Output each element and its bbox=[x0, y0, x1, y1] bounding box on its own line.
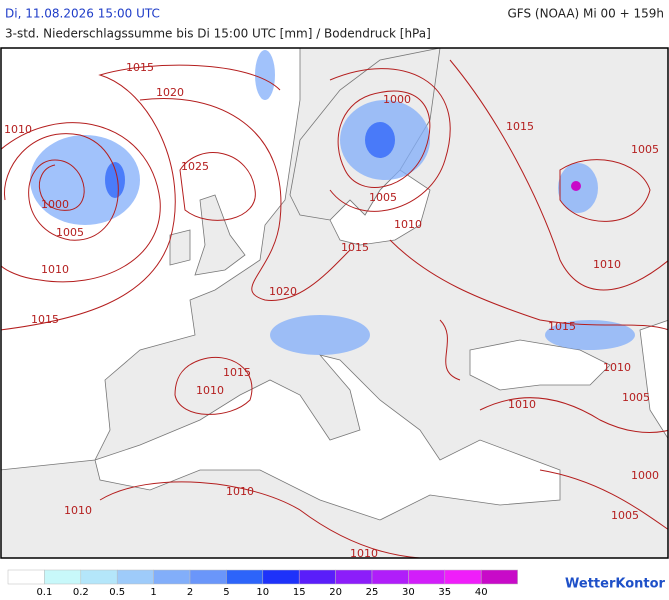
legend-swatch bbox=[444, 569, 482, 585]
ireland bbox=[169, 229, 191, 266]
legend-swatch bbox=[298, 569, 336, 585]
isobar-label: 1025 bbox=[181, 160, 209, 173]
isobar-label: 1015 bbox=[223, 366, 251, 379]
isobar bbox=[179, 152, 256, 221]
isobar-label: 1000 bbox=[383, 93, 411, 106]
map: 1015102010101025100010051010101510001015… bbox=[0, 47, 669, 560]
isobar-label: 1010 bbox=[41, 263, 69, 276]
legend-swatch bbox=[153, 569, 191, 585]
isobar-label: 1015 bbox=[126, 61, 154, 74]
isobar bbox=[479, 397, 668, 433]
subtitle: 3-std. Niederschlagssumme bis Di 15:00 U… bbox=[5, 27, 431, 41]
isobar-labels: 1015102010101025100010051010101510001015… bbox=[4, 61, 659, 560]
isobar-label: 1005 bbox=[631, 143, 659, 156]
legend-label: 25 bbox=[366, 587, 379, 598]
isobar-label: 1005 bbox=[622, 391, 650, 404]
isobar bbox=[99, 481, 421, 558]
legend-swatch bbox=[480, 569, 518, 585]
britain bbox=[194, 194, 246, 276]
isobar bbox=[559, 159, 651, 222]
isobar-label: 1010 bbox=[196, 384, 224, 397]
isobar-label: 1010 bbox=[64, 504, 92, 517]
isobar-label: 1005 bbox=[369, 191, 397, 204]
legend-label: 0.5 bbox=[109, 587, 125, 598]
legend-swatch bbox=[80, 569, 118, 585]
isobar-label: 1000 bbox=[631, 469, 659, 482]
isobar-label: 1020 bbox=[269, 285, 297, 298]
precipitation bbox=[270, 315, 370, 355]
precipitation bbox=[571, 181, 581, 191]
legend: 0.1 0.2 0.5 1 2 5 10 15 20 25 30 35 40 bbox=[7, 569, 518, 598]
isobar-label: 1015 bbox=[341, 241, 369, 254]
isobar bbox=[1, 64, 281, 331]
legend-label: 0.2 bbox=[73, 587, 89, 598]
isobar-label: 1010 bbox=[593, 258, 621, 271]
isobar-label: 1015 bbox=[548, 320, 576, 333]
isobar-label: 1010 bbox=[394, 218, 422, 231]
brand: WetterKontor bbox=[565, 577, 666, 592]
mediterranean bbox=[94, 354, 561, 521]
isobar-label: 1005 bbox=[56, 226, 84, 239]
isobar bbox=[337, 90, 431, 188]
isobar bbox=[1, 122, 161, 283]
isobar-label: 1015 bbox=[506, 120, 534, 133]
legend-label: 10 bbox=[256, 587, 269, 598]
legend-swatch bbox=[335, 569, 373, 585]
isobar bbox=[174, 356, 253, 415]
precipitation bbox=[545, 320, 635, 350]
isobar-label: 1010 bbox=[508, 398, 536, 411]
legend-label: 30 bbox=[402, 587, 415, 598]
black-sea bbox=[469, 339, 611, 391]
legend-label: 0.1 bbox=[36, 587, 52, 598]
isobar bbox=[439, 319, 461, 381]
legend-swatch bbox=[189, 569, 227, 585]
isobar bbox=[389, 239, 668, 331]
isobar bbox=[449, 59, 668, 291]
precipitation bbox=[105, 162, 125, 198]
legend-swatch bbox=[7, 569, 45, 585]
isobar bbox=[3, 133, 119, 241]
isobar-label: 1020 bbox=[156, 86, 184, 99]
legend-label: 20 bbox=[329, 587, 342, 598]
caspian-sea bbox=[639, 319, 668, 440]
map-frame bbox=[0, 47, 669, 559]
isobar-label: 1010 bbox=[603, 361, 631, 374]
isobar-label: 1000 bbox=[41, 198, 69, 211]
isobar bbox=[539, 469, 668, 530]
legend-swatch bbox=[262, 569, 300, 585]
legend-swatch bbox=[371, 569, 409, 585]
isobar-label: 1005 bbox=[611, 509, 639, 522]
legend-label: 40 bbox=[475, 587, 488, 598]
legend-label: 5 bbox=[223, 587, 229, 598]
legend-swatch bbox=[408, 569, 446, 585]
legend-label: 1 bbox=[150, 587, 156, 598]
precipitation bbox=[365, 122, 395, 158]
valid-time: Di, 11.08.2026 15:00 UTC bbox=[5, 7, 160, 21]
legend-label: 35 bbox=[438, 587, 451, 598]
legend-label: 15 bbox=[293, 587, 306, 598]
isobar-label: 1015 bbox=[31, 313, 59, 326]
model-run: GFS (NOAA) Mi 00 + 159h bbox=[507, 7, 664, 21]
isobar-label: 1010 bbox=[350, 547, 378, 560]
isobar bbox=[329, 68, 451, 212]
legend-swatch bbox=[226, 569, 264, 585]
legend-swatch bbox=[44, 569, 82, 585]
legend-label: 2 bbox=[187, 587, 193, 598]
isobar-label: 1010 bbox=[226, 485, 254, 498]
legend-swatch bbox=[116, 569, 154, 585]
precipitation bbox=[30, 135, 140, 225]
isobar-label: 1010 bbox=[4, 123, 32, 136]
precipitation bbox=[255, 50, 275, 100]
isobar bbox=[139, 98, 351, 301]
